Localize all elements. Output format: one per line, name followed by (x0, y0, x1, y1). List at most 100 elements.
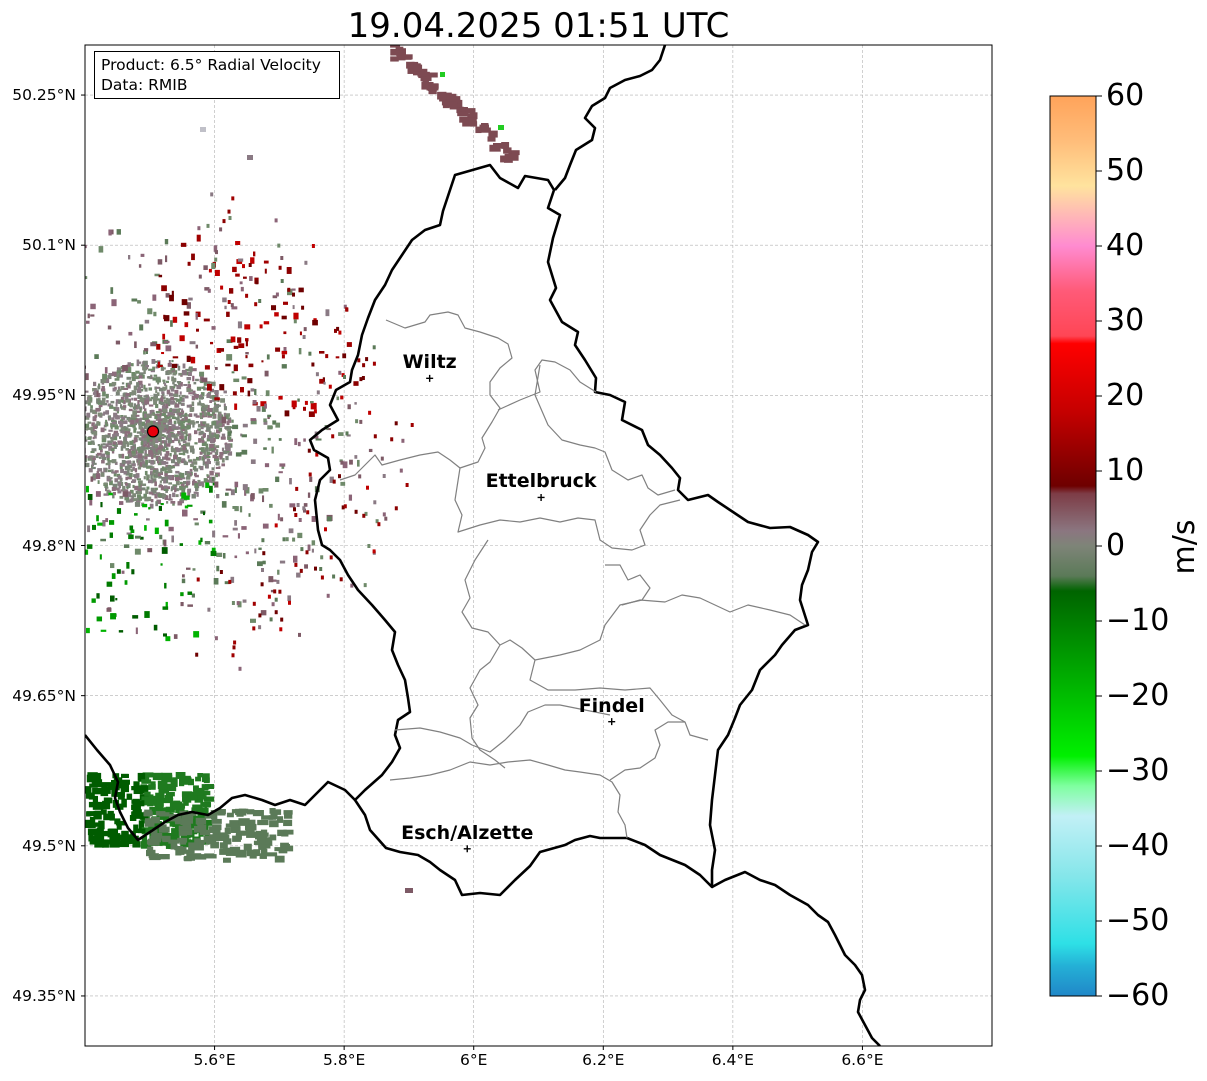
radar-echo (223, 403, 226, 407)
radar-echo (219, 413, 222, 417)
radar-echo (105, 462, 109, 466)
radar-echo (196, 234, 201, 242)
radar-echo (442, 101, 450, 109)
radar-echo (141, 445, 146, 450)
radar-echo (44, 483, 47, 487)
radar-echo (111, 471, 117, 474)
radar-echo (143, 424, 147, 430)
radar-echo (100, 787, 109, 797)
radar-echo (163, 539, 167, 547)
radar-echo (194, 472, 197, 476)
radar-echo (211, 411, 215, 416)
radar-echo (175, 398, 181, 402)
radar-echo (107, 783, 115, 790)
radar-echo (223, 390, 227, 394)
radar-echo (102, 391, 106, 397)
radar-echo (136, 359, 140, 367)
radar-echo (205, 447, 209, 452)
radar-echo (87, 494, 93, 500)
radar-echo (85, 373, 89, 381)
radar-echo (187, 371, 192, 377)
radar-echo (20, 337, 23, 341)
radar-echo (175, 417, 180, 421)
radar-echo (187, 491, 191, 497)
radar-echo (359, 377, 363, 382)
radar-echo (144, 424, 149, 428)
radar-echo (119, 462, 124, 467)
radar-echo (161, 436, 165, 439)
radar-echo (119, 374, 123, 378)
radar-echo (173, 634, 178, 639)
radar-echo (105, 419, 108, 424)
radar-echo (126, 493, 132, 497)
radar-echo (143, 404, 146, 410)
radar-echo (116, 488, 119, 491)
radar-echo (173, 454, 178, 460)
radar-echo (147, 548, 153, 553)
radar-echo (216, 404, 220, 409)
radar-echo (253, 251, 256, 257)
canton-borders (339, 311, 806, 839)
radar-echo (153, 311, 157, 317)
radar-echo (252, 601, 256, 606)
radar-echo (160, 486, 165, 491)
radar-echo (167, 429, 173, 432)
radar-echo (503, 147, 512, 154)
radar-echo (148, 784, 156, 790)
radar-echo (366, 485, 369, 490)
radar-echo (114, 461, 118, 465)
radar-echo (239, 281, 243, 285)
lon-tick-label: 5.6°E (193, 1051, 236, 1069)
radar-echo (250, 419, 257, 425)
radar-echo (288, 528, 294, 534)
radar-echo (159, 493, 165, 498)
radar-echo (124, 465, 129, 471)
radar-echo (119, 495, 124, 499)
radar-echo (158, 473, 161, 477)
radar-echo (112, 435, 118, 441)
radar-echo (85, 423, 90, 429)
lat-tick-marks (81, 94, 85, 997)
radar-echo (501, 142, 510, 149)
radar-echo (8, 574, 11, 578)
radar-echo (186, 377, 192, 381)
radar-echo (338, 370, 342, 375)
radar-echo (157, 449, 162, 455)
radar-echo (274, 312, 279, 317)
radar-echo (418, 68, 428, 77)
radar-echo (7, 448, 13, 453)
radar-echo (143, 369, 146, 374)
radar-echo (85, 457, 88, 463)
radar-echo (52, 529, 55, 533)
radar-echo (185, 434, 189, 437)
radar-echo (115, 432, 119, 437)
canton-border-east (534, 364, 676, 496)
radar-echo (129, 363, 134, 367)
radar-echo (56, 458, 60, 463)
radar-echo (277, 816, 284, 823)
radar-echo (375, 519, 379, 524)
radar-echo (76, 424, 78, 428)
radar-echo (169, 407, 173, 411)
radar-echo (123, 387, 129, 390)
radar-echo (100, 782, 112, 787)
radar-echo (231, 196, 235, 201)
radar-echo (41, 517, 46, 521)
radar-echo (161, 392, 165, 397)
radar-echo (196, 386, 202, 391)
radar-echo (248, 513, 251, 517)
radar-echo (92, 795, 99, 805)
radar-echo (164, 495, 169, 501)
radar-echo (203, 412, 207, 417)
radar-echo (55, 375, 60, 380)
radar-echo (180, 439, 186, 442)
radar-echo (204, 287, 210, 291)
radar-echo (140, 364, 144, 367)
radar-echo (33, 451, 37, 454)
lat-tick-label: 49.5°N (22, 836, 76, 855)
radar-echo (221, 501, 227, 508)
radar-echo (98, 445, 103, 451)
radar-echo (267, 437, 271, 441)
radar-echo (209, 470, 214, 476)
radar-echo (124, 580, 128, 585)
